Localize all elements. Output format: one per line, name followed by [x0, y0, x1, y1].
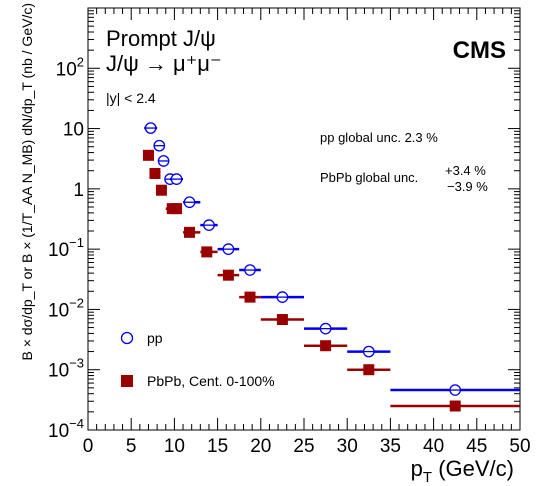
data-point-pbpb — [320, 340, 332, 352]
x-tick-label: 40 — [423, 436, 444, 457]
data-point-pbpb — [171, 203, 183, 215]
annotation-pp-unc: pp global unc. 2.3 % — [320, 130, 438, 145]
data-point-pbpb — [449, 400, 461, 412]
x-tick-label: 35 — [380, 436, 401, 457]
y-tick-label: 10−2 — [48, 295, 84, 321]
annotation-line1: Prompt J/ψ — [106, 26, 216, 51]
x-tick-label: 5 — [126, 436, 137, 457]
y-tick-label: 102 — [56, 54, 84, 80]
data-point-pbpb — [244, 291, 256, 303]
data-point-pbpb — [184, 226, 196, 238]
legend-label-pp: pp — [147, 330, 163, 346]
data-point-pbpb — [363, 364, 375, 376]
legend-marker-pp — [120, 331, 134, 345]
x-tick-label: 15 — [207, 436, 228, 457]
x-tick-label: 10 — [164, 436, 185, 457]
data-point-pbpb — [155, 184, 167, 196]
legend-marker-pbpb — [121, 375, 133, 387]
x-tick-label: 50 — [509, 436, 530, 457]
legend-label-pbpb: PbPb, Cent. 0-100% — [147, 373, 275, 389]
x-tick-label: 45 — [466, 436, 487, 457]
y-axis-title: B × dσ/dp_T or B × (1/T_AA N_MB) dN/dp_T… — [19, 3, 35, 361]
x-tick-label: 0 — [83, 436, 94, 457]
data-point-pbpb — [149, 167, 161, 179]
y-tick-label: 1 — [73, 180, 84, 201]
y-tick-label: 10 — [63, 120, 84, 141]
data-point-pbpb — [142, 149, 154, 161]
annotation-line2: J/ψ → μ⁺μ⁻ — [106, 51, 222, 76]
annotation-rapidity: |y| < 2.4 — [106, 90, 156, 106]
annotation-pbpb-unc-label: PbPb global unc. — [320, 170, 418, 185]
y-tick-label: 10−4 — [48, 416, 84, 442]
axes-layer: 0 5 10 15 20 25 30 35 40 45 50 10−4 10−3 10−2 10−1 1 10 1… — [48, 7, 531, 457]
experiment-label: CMS — [453, 37, 506, 64]
data-point-pbpb — [222, 269, 234, 281]
series-pp — [144, 122, 520, 396]
y-tick-label: 10−3 — [48, 356, 84, 382]
data-point-pbpb — [201, 246, 213, 258]
series-layer — [142, 122, 520, 412]
series-pbpb — [142, 149, 520, 412]
data-point-pbpb — [276, 314, 288, 326]
y-tick-label: 10−1 — [48, 235, 84, 261]
annotation-pbpb-unc-up: +3.4 % — [445, 163, 486, 178]
x-tick-label: 20 — [250, 436, 271, 457]
annotation-pbpb-unc-down: −3.9 % — [447, 179, 488, 194]
x-tick-label: 25 — [293, 436, 314, 457]
x-tick-label: 30 — [337, 436, 358, 457]
